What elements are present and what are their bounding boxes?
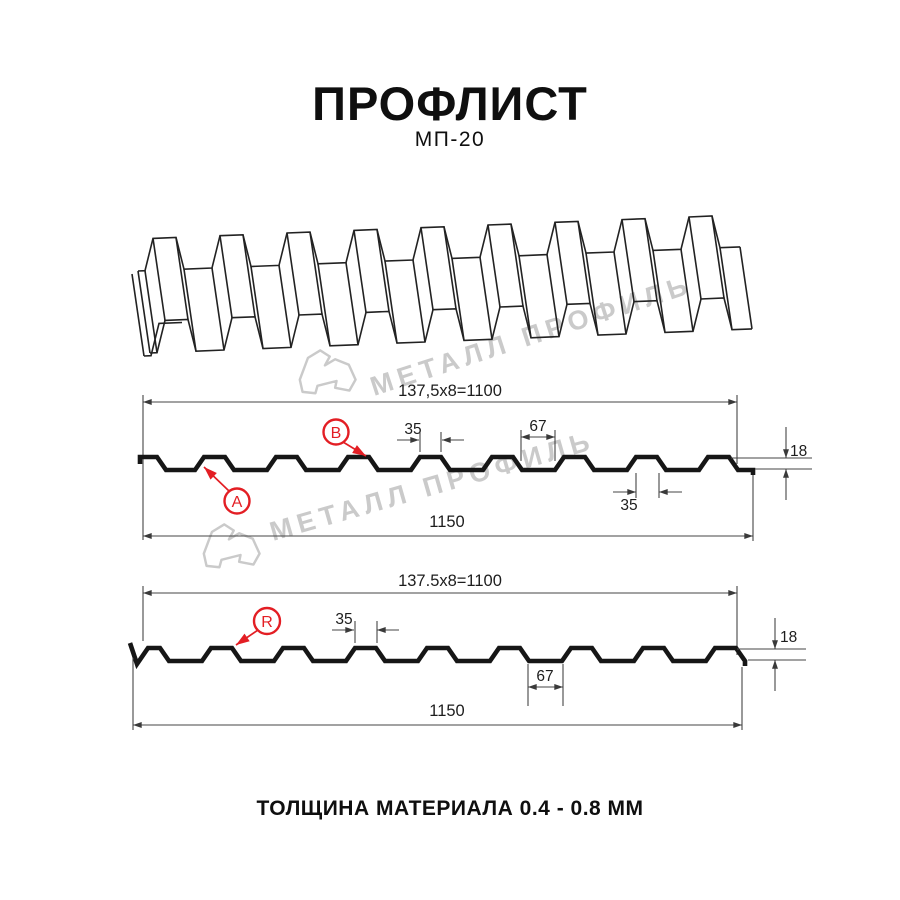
dim-rib-top: 35 bbox=[335, 611, 352, 628]
dim-total-width: 1150 bbox=[429, 513, 464, 531]
brand-logo-icon bbox=[298, 349, 357, 395]
side-label-r: R bbox=[235, 606, 282, 646]
dim-flat-width: 67 bbox=[536, 668, 553, 685]
brand-logo-icon bbox=[202, 523, 261, 569]
svg-text:A: A bbox=[232, 494, 243, 511]
svg-text:B: B bbox=[331, 425, 342, 442]
product-model: МП-20 bbox=[414, 128, 486, 151]
svg-text:R: R bbox=[261, 614, 273, 631]
dim-rib-bottom: 35 bbox=[620, 497, 637, 514]
side-label-a: A bbox=[203, 466, 251, 515]
section-view-r: 137.5x8=1100 35 67 18 1150 bbox=[127, 572, 806, 730]
dim-height: 18 bbox=[780, 629, 797, 646]
dim-rib-top: 35 bbox=[404, 421, 421, 438]
dim-covering-width: 137,5x8=1100 bbox=[398, 382, 502, 400]
material-thickness-note: ТОЛЩИНА МАТЕРИАЛА 0.4 - 0.8 ММ bbox=[256, 797, 644, 820]
page-title: ПРОФЛИСТ bbox=[312, 77, 588, 130]
side-label-b: B bbox=[322, 418, 367, 457]
dim-total-width: 1150 bbox=[429, 702, 464, 720]
dim-flat-width: 67 bbox=[529, 418, 546, 435]
dim-height: 18 bbox=[790, 443, 807, 460]
watermark-brand-2: МЕТАЛЛ ПРОФИЛЬ bbox=[202, 425, 598, 569]
profile-section-line bbox=[137, 454, 756, 475]
dim-covering-width: 137.5x8=1100 bbox=[398, 572, 502, 590]
section-view-ab: 137,5x8=1100 35 67 35 18 bbox=[137, 382, 812, 541]
sheet-3d-view bbox=[131, 215, 753, 357]
profile-section-line bbox=[127, 642, 748, 670]
